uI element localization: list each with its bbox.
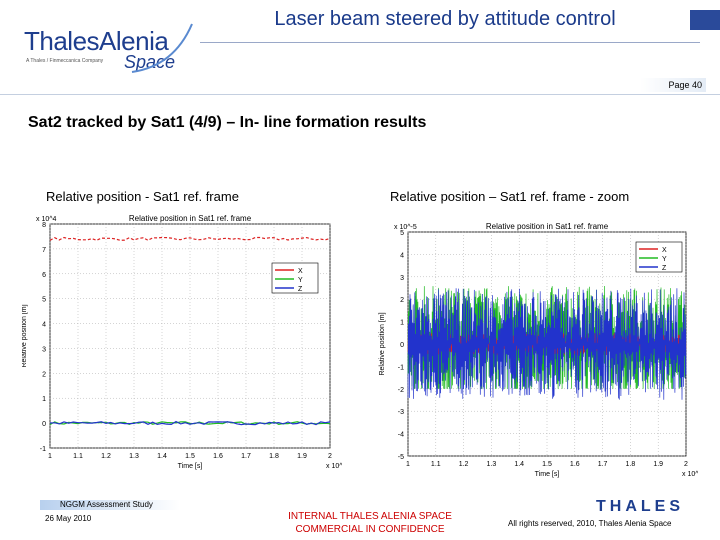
footer-date: 26 May 2010: [45, 514, 92, 523]
y-tick-label: 6: [42, 272, 46, 279]
legend-label-y: Y: [298, 277, 303, 284]
x-tick-label: 1.2: [459, 461, 469, 468]
chart-title: Relative position in Sat1 ref. frame: [129, 214, 252, 223]
legend-label-x: X: [298, 268, 303, 275]
x-tick-label: 1.6: [570, 461, 580, 468]
section-title: Sat2 tracked by Sat1 (4/9) – In- line fo…: [28, 114, 427, 131]
y-tick-label: -4: [398, 432, 404, 439]
x-tick-label: 2: [328, 453, 332, 460]
title-divider: [200, 42, 700, 43]
x-axis-label: Time [s]: [178, 463, 203, 470]
thales-brand-logo: THALES: [596, 498, 684, 515]
legend-label-z: Z: [662, 265, 667, 272]
header-divider: [0, 94, 720, 95]
y-tick-label: 4: [400, 252, 404, 259]
relative-position-chart: Relative position in Sat1 ref. frame 1 1.1…: [22, 214, 342, 470]
series-line-x: [49, 236, 331, 241]
x-axis-exponent: x 10^5: [682, 471, 698, 478]
logo-swoosh-icon: [131, 23, 193, 73]
confidentiality-line-2: COMMERCIAL IN CONFIDENCE: [295, 524, 445, 535]
page-number: Page 40: [640, 78, 706, 92]
series-line-z: [49, 420, 331, 426]
confidentiality-line-1: INTERNAL THALES ALENIA SPACE: [288, 511, 452, 522]
left-chart-caption: Relative position - Sat1 ref. frame: [46, 189, 239, 204]
x-tick-label: 1.9: [653, 461, 663, 468]
y-tick-label: -1: [40, 446, 46, 453]
y-axis-exponent: x 10^-5: [394, 224, 417, 231]
x-tick-label: 1.9: [297, 453, 307, 460]
y-tick-label: -2: [398, 387, 404, 394]
x-axis-label: Time [s]: [535, 471, 560, 478]
x-tick-label: 1: [406, 461, 410, 468]
y-tick-label: -1: [398, 364, 404, 371]
x-tick-label: 1.4: [157, 453, 167, 460]
y-tick-label: 2: [42, 371, 46, 378]
x-tick-label: 1.2: [101, 453, 111, 460]
x-tick-label: 1.5: [185, 453, 195, 460]
x-tick-label: 1: [48, 453, 52, 460]
y-tick-label: 8: [42, 222, 46, 229]
x-tick-label: 1.4: [514, 461, 524, 468]
chart-title: Relative position in Sat1 ref. frame: [486, 222, 609, 231]
y-tick-label: 0: [42, 421, 46, 428]
x-tick-label: 1.7: [598, 461, 608, 468]
right-chart-caption: Relative position – Sat1 ref. frame - zo…: [390, 189, 630, 204]
copyright-notice: All rights reserved, 2010, Thales Alenia…: [508, 519, 672, 528]
y-tick-label: 3: [42, 346, 46, 353]
y-tick-label: 4: [42, 322, 46, 329]
corner-accent-bar: [690, 10, 720, 30]
x-tick-label: 1.8: [626, 461, 636, 468]
legend-label-x: X: [662, 247, 667, 254]
y-axis-label: Relative position [m]: [379, 312, 386, 375]
series-line-z: [407, 288, 687, 400]
thales-alenia-space-logo: ThalesAlenia A Thales / Finmeccanica Com…: [24, 14, 194, 76]
y-tick-label: 0: [400, 342, 404, 349]
x-axis-exponent: x 10^5: [326, 463, 342, 470]
x-tick-label: 1.3: [129, 453, 139, 460]
x-tick-label: 1.3: [487, 461, 497, 468]
x-tick-label: 1.6: [213, 453, 223, 460]
footer-study-label: NGGM Assessment Study: [40, 500, 180, 510]
x-tick-label: 1.8: [269, 453, 279, 460]
legend-label-z: Z: [298, 286, 303, 293]
y-axis-label: Relative position [m]: [22, 304, 28, 367]
x-tick-label: 1.7: [241, 453, 251, 460]
x-tick-label: 1.1: [73, 453, 83, 460]
logo-space: Space: [124, 52, 176, 72]
y-tick-label: 1: [400, 320, 404, 327]
logo-tagline: A Thales / Finmeccanica Company: [26, 58, 104, 64]
y-tick-label: 5: [400, 230, 404, 237]
y-tick-label: 7: [42, 247, 46, 254]
y-tick-label: 1: [42, 396, 46, 403]
y-tick-label: 5: [42, 297, 46, 304]
x-tick-label: 2: [684, 461, 688, 468]
x-tick-label: 1.1: [431, 461, 441, 468]
x-tick-label: 1.5: [542, 461, 552, 468]
y-tick-label: -3: [398, 409, 404, 416]
y-tick-label: 2: [400, 297, 404, 304]
legend-label-y: Y: [662, 256, 667, 263]
y-tick-label: -5: [398, 454, 404, 461]
slide-title: Laser beam steered by attitude control: [274, 8, 616, 30]
y-tick-label: 3: [400, 275, 404, 282]
confidentiality-notice: INTERNAL THALES ALENIA SPACE COMMERCIAL …: [270, 510, 470, 536]
y-axis-exponent: x 10^4: [36, 216, 57, 223]
logo-wordmark: ThalesAlenia: [24, 26, 169, 56]
relative-position-zoom-chart: Relative position in Sat1 ref. frame 1 1.1…: [379, 222, 698, 478]
